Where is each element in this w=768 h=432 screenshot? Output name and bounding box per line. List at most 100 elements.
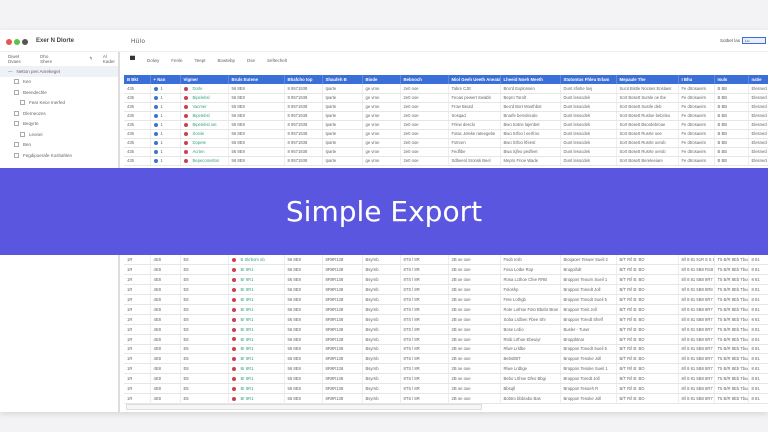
table-cell: 4E8 <box>150 304 181 315</box>
column-header[interactable]: Stutontus Fhleu Erlam <box>560 75 617 84</box>
table-row[interactable]: 1R 4E8 E8 Br 8R1 56 8E8 8R9R138 Bsyrnb 8TS l 8R… <box>124 334 768 345</box>
column-header[interactable]: Isuls <box>714 75 749 84</box>
table-cell: 56 8E8 <box>228 138 285 148</box>
column-header[interactable]: B Bkt <box>124 75 151 84</box>
table-row[interactable]: 1R 4E8 E8 Br 8R1 56 8E8 8R9R138 Bsyrnb 8TS l 8R… <box>124 393 768 404</box>
cell-text: 1 <box>160 85 163 91</box>
table-cell: B BB <box>714 84 749 94</box>
table-row[interactable]: 435 1 Dorle 56 8E8 8 9571938 Iparte ge vroe 2e0… <box>124 84 768 94</box>
table-cell: 8 9571938 <box>284 147 323 157</box>
table-row[interactable]: 435 1 Bipelebsl 56 8E8 8 9571938 Iparte ge vro… <box>124 93 768 103</box>
tab[interactable]: Bowtebp <box>217 57 236 63</box>
sidebar-tool-button[interactable]: Al Kader <box>102 54 115 64</box>
checkbox-icon[interactable] <box>14 121 19 127</box>
tab[interactable]: Fenle <box>171 57 183 63</box>
table-cell: ge vroe <box>362 84 401 94</box>
close-window-button[interactable] <box>6 39 12 45</box>
column-header[interactable]: Shaufeh B <box>322 75 363 84</box>
column-header[interactable]: natie <box>748 75 768 84</box>
sidebar-item-selected[interactable]: — Netton pen Anrekeget <box>0 66 118 77</box>
column-header[interactable]: Biode <box>362 75 401 84</box>
column-header[interactable]: Bruls Eutene <box>228 75 285 84</box>
tab[interactable]: Seftechelt <box>267 57 288 63</box>
checkbox-icon[interactable] <box>20 100 25 106</box>
minimize-window-button[interactable] <box>22 39 28 45</box>
column-header[interactable]: Miol Geeh Ueeth Aneata <box>448 75 501 84</box>
back-icon[interactable]: ↰ <box>89 56 93 61</box>
table-row[interactable]: 1R 4E8 E8 Br 8R1 56 8E8 8R9R138 Bsyrnb 8TS l 8R… <box>124 294 768 305</box>
flag-icon <box>183 122 188 127</box>
table-row[interactable]: 1R 4E8 E8 Br 8R1 56 8E8 8R9R138 Bsyrnb 8TS l 8R… <box>124 304 768 315</box>
maximize-window-button[interactable] <box>14 39 20 45</box>
table-cell: 2B oe ooe <box>448 314 501 325</box>
sidebar-item[interactable]: Ken <box>0 77 118 88</box>
table-cell: 8TS l 8R <box>400 344 449 355</box>
table-row[interactable]: 435 1 Bipelebsl 56 8E8 8 9571938 Iparte ge vro… <box>124 111 768 121</box>
sort-select[interactable]: Lu <box>742 37 766 44</box>
sidebar-tool-button[interactable]: Diwet Dvaes <box>8 54 21 64</box>
column-header[interactable]: Vigmer <box>180 75 229 84</box>
sidebar-item[interactable]: Beendechle <box>0 87 118 98</box>
table-cell: 8 81 <box>748 334 768 345</box>
checkbox-icon[interactable] <box>14 142 19 148</box>
table-row[interactable]: 1R 4E8 E8 Br 8R1 56 8E8 8R9R138 Bsyrnb 8TS l 8R… <box>124 383 768 394</box>
table-row[interactable]: 1R 4E8 E8 Br 8R1 56 8E8 8R9R138 Bsyrnb 8TS l 8R… <box>124 344 768 355</box>
table-cell: Elesnecl <box>748 111 768 121</box>
menu-icon[interactable]: ▀ <box>130 56 135 64</box>
table-cell: 1 <box>150 102 181 112</box>
flag-icon <box>231 386 236 391</box>
table-cell: Sosqad <box>448 111 501 121</box>
checkbox-icon[interactable] <box>14 89 19 95</box>
sidebar-item[interactable]: Leonei <box>0 129 118 140</box>
table-cell: B/T R/l B: BO <box>616 264 679 276</box>
sidebar-item[interactable]: Ben <box>0 140 118 151</box>
checkbox-icon[interactable] <box>14 110 19 116</box>
table-row[interactable]: 1R 4E8 E8 Br 8R1 56 8E8 8R9R138 Bsyrnb 8TS l 8R… <box>124 363 768 375</box>
table-row[interactable]: 435 1 Bipelebsl oet 56 8E8 8 9571938 Iparte ge… <box>124 120 768 130</box>
column-header[interactable]: Bhafcho top <box>284 75 323 84</box>
table-row[interactable]: 435 1 Dopete 56 8E8 8 9571938 Iparte ge vroe 2e… <box>124 138 768 148</box>
sidebar-item[interactable]: Dlerneozes <box>0 108 118 119</box>
table-cell: B Skrbom ob <box>228 255 285 266</box>
sidebar-item[interactable]: Fegdipoerafe Koshahlen <box>0 150 118 161</box>
table-row[interactable]: 1R 4E8 E8 Br 8R1 56 8E8 8R9R138 Bsyrnb 8TS l 8R… <box>124 324 768 335</box>
column-header[interactable]: Mepaule The <box>616 75 679 84</box>
column-header[interactable]: Bebnoch <box>400 75 449 84</box>
table-row[interactable]: 1R 4E8 E8 Br 8R1 56 8E8 8R9R138 Bsyrnb 8TS l 8R… <box>124 264 768 276</box>
checkbox-icon[interactable] <box>14 152 19 158</box>
cell-text: Vacmer <box>192 104 207 109</box>
horizontal-scrollbar[interactable] <box>126 404 482 410</box>
table-row[interactable]: 435 1 Acrten 56 8E8 8 9571938 Iparte ge vroe 2e… <box>124 147 768 157</box>
table-row[interactable]: 1R 4E8 E8 B Skrbom ob 56 8E8 8R9R138 Bsyrnb 8TS… <box>124 255 768 266</box>
checkbox-icon[interactable] <box>14 79 19 85</box>
table-cell: B BB <box>714 129 749 139</box>
table-row[interactable]: 435 1 Vacmer 56 8E8 8 9571938 Iparte ge vroe 2e… <box>124 102 768 112</box>
table-cell: 56 8E8 <box>284 373 323 385</box>
tab[interactable]: Teept <box>194 57 206 63</box>
table-cell: ge vroe <box>362 120 401 130</box>
sidebar-item[interactable]: Beqyrte <box>0 119 118 130</box>
table-row[interactable]: 1R 4E8 E8 Br 8R1 56 8E8 8R9R138 Bsyrnb 8TS l 8R… <box>124 373 768 385</box>
table-row[interactable]: 435 1 Bepecomelton 56 8E8 8 9571938 Iparte ge … <box>124 156 768 166</box>
table-row[interactable]: 1R 4E8 E8 Br 8R1 56 8E8 8R9R138 Bsyrnb 8TS l 8R… <box>124 314 768 325</box>
column-header[interactable]: + Nan <box>150 75 181 84</box>
sidebar-tool-button[interactable]: Dho Shere <box>40 54 53 64</box>
table-row[interactable]: 1R 4E8 E8 Br 8R1 56 8E8 8R9R138 Bsyrnb 8TS l 8R… <box>124 274 768 286</box>
table-cell: 8/l 8 81 5B8 8R7 8 R8 <box>678 383 715 394</box>
table-cell: 8R9R138 <box>322 353 363 365</box>
tab[interactable]: Dse <box>247 57 256 63</box>
column-header[interactable]: I Bhu <box>678 75 715 84</box>
checkbox-icon[interactable] <box>20 131 25 137</box>
sidebar-item[interactable]: Fear Kece Inerfed <box>0 98 118 109</box>
tab[interactable]: Dolwy <box>146 57 160 63</box>
table-cell: Broppon Tesoke Sueil 1 <box>560 363 617 375</box>
table-cell: Bsyrnb <box>362 363 401 375</box>
table-cell: 56 8E8 <box>228 120 285 130</box>
cell-text: Acrten <box>192 149 205 154</box>
column-header[interactable]: Lheeid Noeh Meeth <box>500 75 561 84</box>
table-cell: 8/l 8 81 51R 8 S 8 R1 BB <box>678 255 715 266</box>
table-cell: 8 9571938 <box>284 156 323 166</box>
table-row[interactable]: 1R 4E8 E8 Br 8R1 56 8E8 8R9R138 Bsyrnb 8TS l 8R… <box>124 353 768 365</box>
table-row[interactable]: 1R 4E8 E8 Br 8R1 56 8E8 8R9R138 Bsyrnb 8TS l 8R… <box>124 284 768 296</box>
table-row[interactable]: 435 1 Sorvle 56 8E8 8 9571938 Iparte ge vroe 2e… <box>124 129 768 139</box>
